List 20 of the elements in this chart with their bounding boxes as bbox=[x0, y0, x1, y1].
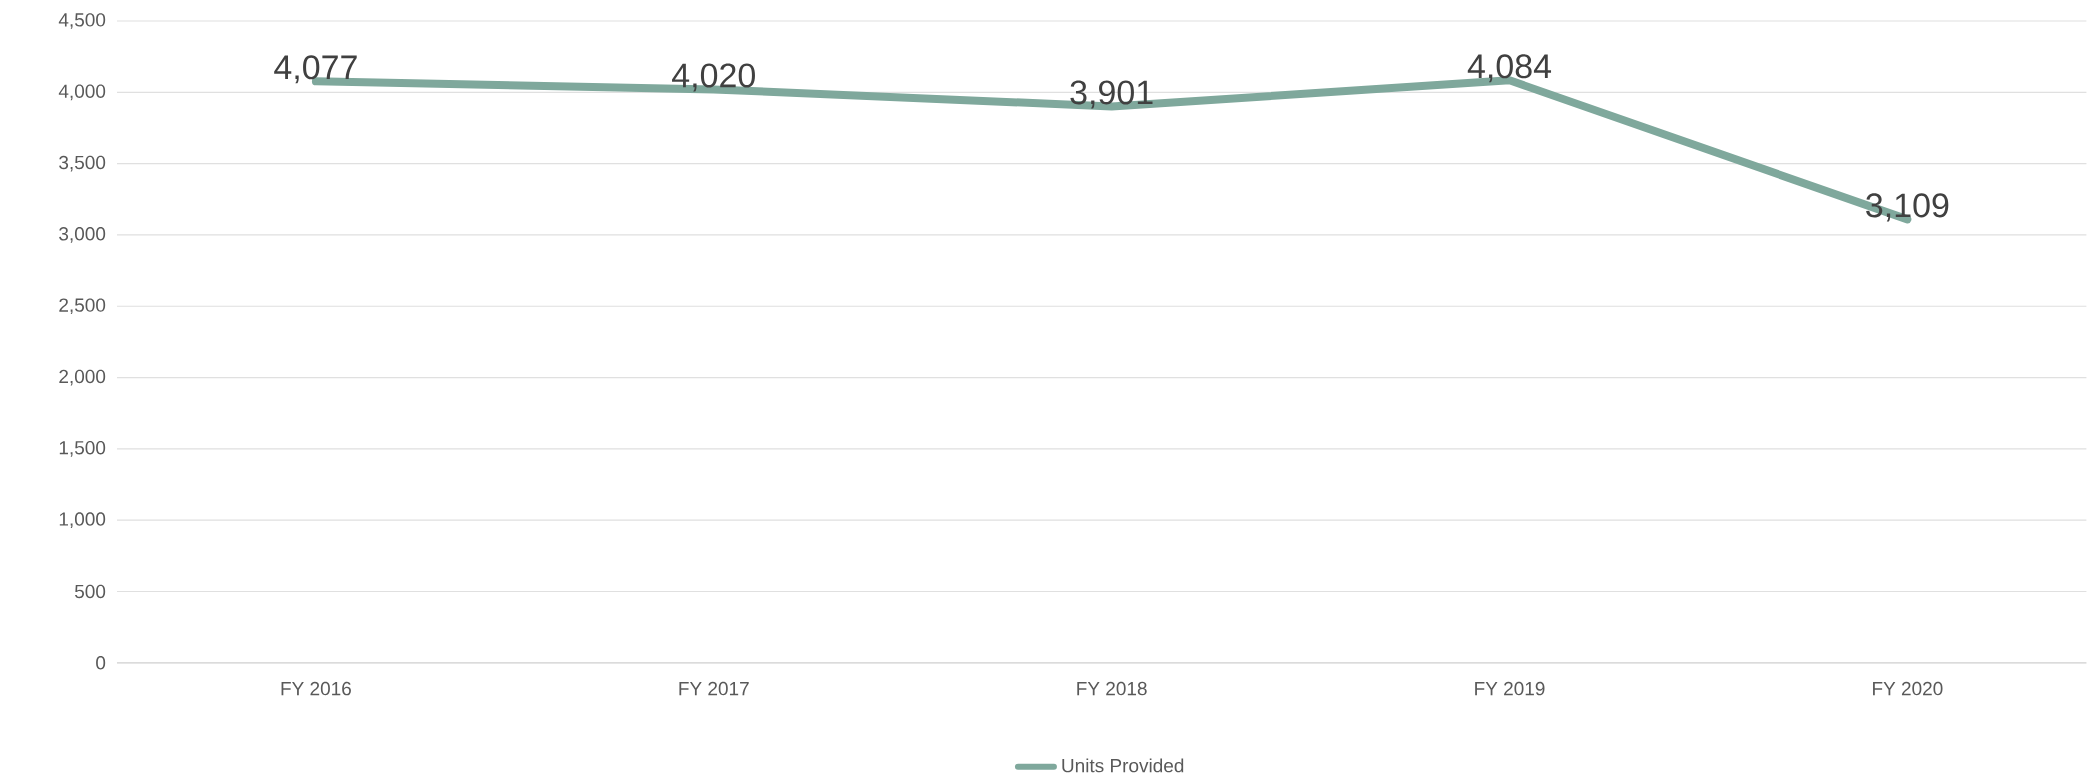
x-tick-label: FY 2020 bbox=[1873, 681, 1943, 696]
y-tick-label: 3,500 bbox=[59, 155, 106, 172]
x-tick-label: FY 2016 bbox=[281, 681, 351, 696]
y-tick-label: 500 bbox=[74, 584, 106, 599]
data-label: 4,020 bbox=[672, 63, 755, 92]
y-tick-label: 2,000 bbox=[59, 369, 106, 386]
data-label: 3,901 bbox=[1070, 80, 1153, 109]
y-tick-label: 3,000 bbox=[59, 227, 106, 243]
x-tick-label: FY 2019 bbox=[1475, 681, 1545, 696]
data-label: 4,084 bbox=[1467, 54, 1552, 83]
x-tick-label: FY 2017 bbox=[679, 681, 749, 696]
legend-label: Units Provided bbox=[1062, 758, 1184, 773]
y-tick-label: 0 bbox=[96, 656, 106, 670]
y-tick-label: 1,500 bbox=[59, 440, 106, 457]
x-tick-label: FY 2018 bbox=[1077, 681, 1147, 696]
y-tick-label: 4,500 bbox=[58, 13, 106, 29]
y-tick-label: 1,000 bbox=[59, 512, 106, 528]
y-tick-label: 4,000 bbox=[58, 84, 106, 101]
y-tick-label: 2,500 bbox=[59, 298, 106, 315]
data-label: 4,077 bbox=[274, 55, 357, 84]
